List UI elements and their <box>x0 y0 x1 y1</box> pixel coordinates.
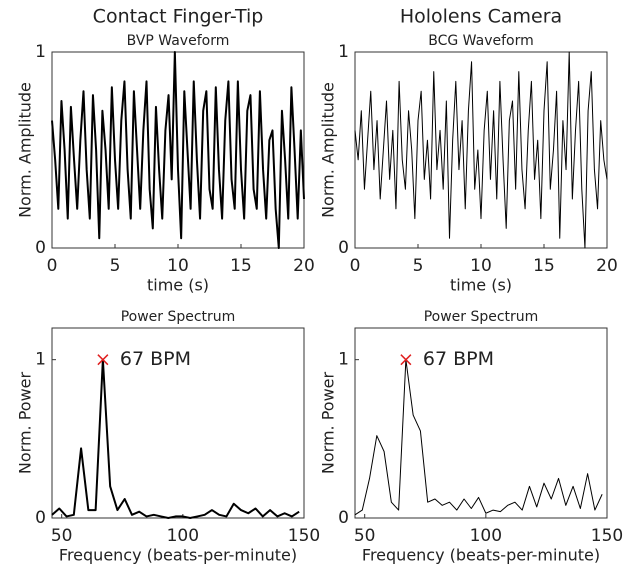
x-tick-label: 15 <box>230 256 252 276</box>
x-tick-label: 150 <box>591 526 623 546</box>
x-tick-label: 100 <box>167 526 199 546</box>
y-tick-label: 0 <box>338 508 349 528</box>
x-tick-label: 20 <box>596 256 618 276</box>
y-tick-label: 1 <box>35 42 46 62</box>
peak-label: 67 BPM <box>423 348 494 370</box>
x-tick-label: 0 <box>47 256 58 276</box>
y-tick-label: 1 <box>35 350 46 370</box>
x-tick-label: 50 <box>354 526 376 546</box>
x-axis-label: time (s) <box>147 276 209 295</box>
x-tick-label: 10 <box>167 256 189 276</box>
plot-frame <box>51 327 305 519</box>
chart-title: BVP Waveform <box>127 33 230 49</box>
chart-title: Power Spectrum <box>121 309 236 325</box>
peak-marker <box>400 354 412 366</box>
x-tick-label: 50 <box>51 526 73 546</box>
y-tick-label: 0 <box>35 508 46 528</box>
y-tick-label: 0 <box>338 238 349 258</box>
peak-label: 67 BPM <box>120 348 191 370</box>
y-axis-label: Norm. Amplitude <box>16 82 35 218</box>
x-tick-label: 20 <box>293 256 315 276</box>
column-title: Hololens Camera <box>400 6 562 28</box>
y-axis-label: Norm. Power <box>16 371 35 474</box>
x-axis-label: time (s) <box>450 276 512 295</box>
y-tick-label: 1 <box>338 42 349 62</box>
x-tick-label: 5 <box>110 256 121 276</box>
data-line <box>354 359 603 516</box>
x-tick-label: 5 <box>413 256 424 276</box>
x-tick-label: 10 <box>470 256 492 276</box>
x-tick-label: 100 <box>470 526 502 546</box>
column-title: Contact Finger-Tip <box>93 6 264 28</box>
chart-title: Power Spectrum <box>424 309 539 325</box>
x-axis-label: Frequency (beats-per-minute) <box>362 546 600 565</box>
y-axis-label: Norm. Amplitude <box>319 82 338 218</box>
data-line <box>354 51 608 249</box>
y-axis-label: Norm. Power <box>319 371 338 474</box>
plot-frame <box>354 327 608 519</box>
chart-title: BCG Waveform <box>428 33 534 49</box>
x-tick-label: 0 <box>350 256 361 276</box>
y-tick-label: 0 <box>35 238 46 258</box>
y-tick-label: 1 <box>338 350 349 370</box>
data-line <box>51 358 300 519</box>
x-tick-label: 150 <box>288 526 320 546</box>
x-tick-label: 15 <box>533 256 555 276</box>
peak-marker <box>97 354 109 366</box>
x-axis-label: Frequency (beats-per-minute) <box>59 546 297 565</box>
data-line <box>51 51 305 249</box>
